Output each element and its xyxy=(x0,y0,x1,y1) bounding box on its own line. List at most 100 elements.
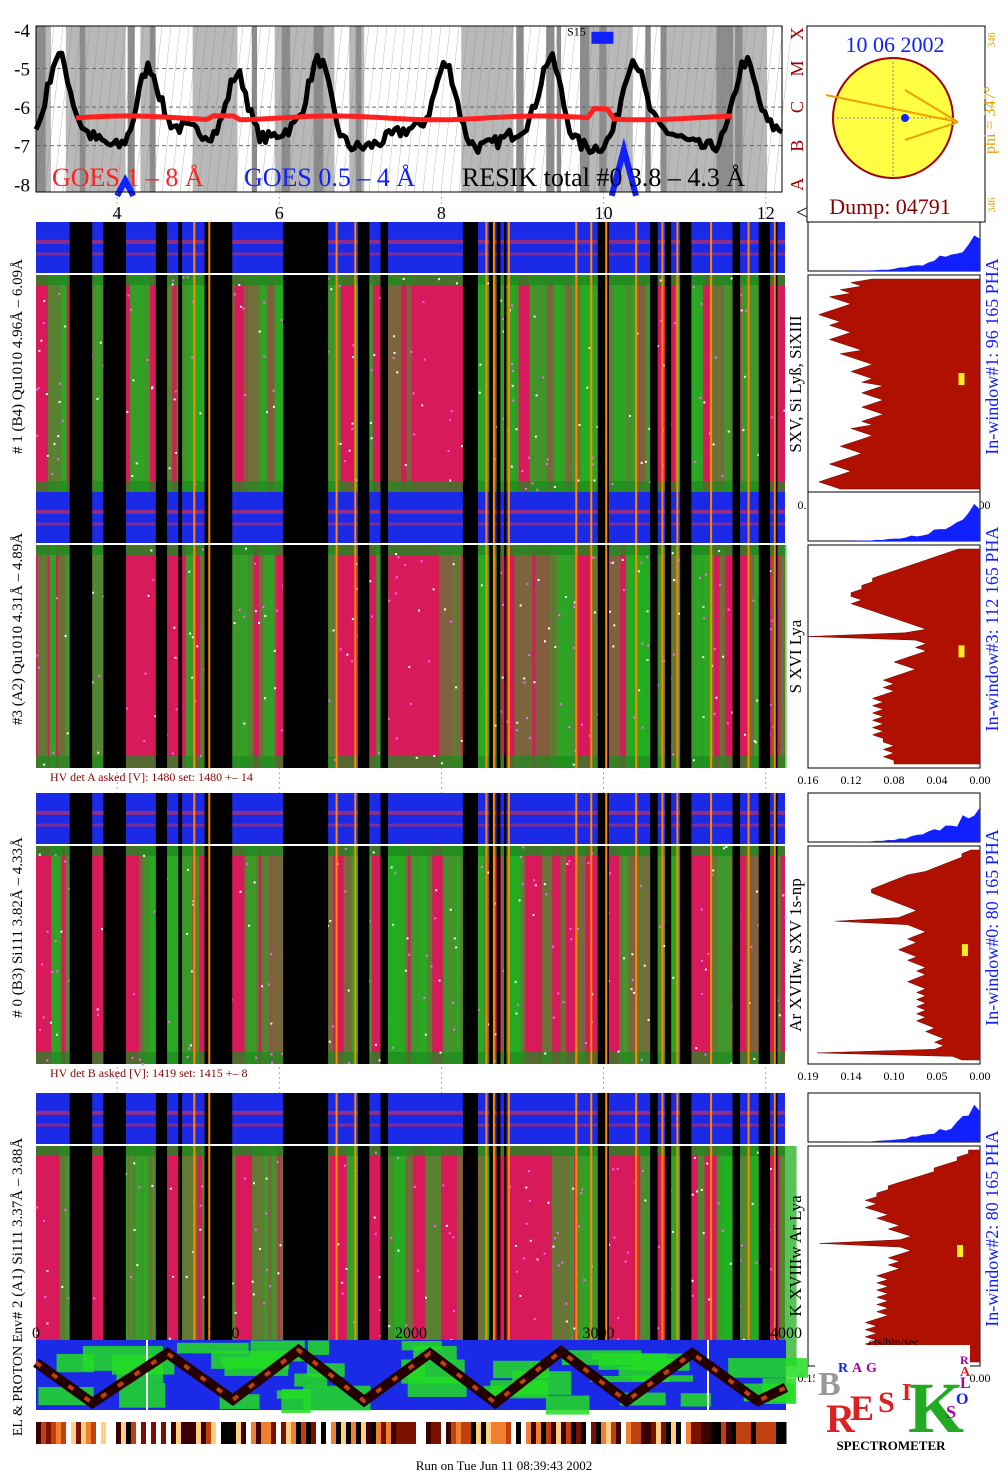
spectrum-speckle xyxy=(341,1292,344,1295)
spectrum-speckle xyxy=(347,1062,350,1065)
env-colour-bar-cell xyxy=(706,1422,712,1444)
spectrum-speckle xyxy=(97,751,100,754)
spectrum-speckle xyxy=(428,660,431,663)
spectrum-speckle xyxy=(712,869,715,872)
spectrum-speckle xyxy=(610,562,613,565)
spectrum-speckle xyxy=(662,660,665,663)
data-gap xyxy=(650,222,658,493)
spectrum-speckle xyxy=(622,589,625,592)
spectrum-green-column xyxy=(635,545,652,768)
spectrum-speckle xyxy=(712,443,715,446)
spectrum-speckle xyxy=(404,564,407,567)
spectrum-speckle xyxy=(584,1042,587,1045)
logo-letter: E xyxy=(850,1388,874,1428)
spectrum-green-column xyxy=(346,1146,362,1366)
spectrum-green-column xyxy=(261,846,270,1064)
data-gap xyxy=(732,1093,741,1366)
spectrum-speckle xyxy=(554,645,557,648)
goes-dark-band xyxy=(660,26,667,192)
spectrum-speckle xyxy=(499,571,502,574)
spectrum-speckle xyxy=(612,1168,615,1171)
spectrum-speckle xyxy=(624,1260,627,1263)
env-colour-bar-cell xyxy=(766,1422,772,1444)
profile-x-tick: 0.10 xyxy=(884,1069,905,1083)
spectrum-speckle xyxy=(544,1052,547,1055)
env-green-patch xyxy=(401,1340,442,1351)
spectrum-speckle xyxy=(554,1237,557,1240)
dump-separator xyxy=(773,793,776,1064)
spectrum-speckle xyxy=(186,1056,189,1059)
goes-class-letter: C xyxy=(787,101,807,113)
spectrum-speckle xyxy=(96,397,99,400)
spectrum-speckle xyxy=(591,456,594,459)
spectrum-speckle xyxy=(192,1250,195,1253)
env-colour-bar-cell xyxy=(481,1422,487,1444)
spectrum-green-column xyxy=(393,1146,413,1366)
sun-panel: 10 06 2002 Dump: 04791 phi = 347° 346 346 xyxy=(806,25,999,223)
pha-strip-band xyxy=(36,1123,785,1127)
goes-dark-band xyxy=(79,26,86,192)
dump-separator xyxy=(747,793,750,1064)
spectrum-speckle xyxy=(393,335,396,338)
env-colour-bar-cell xyxy=(371,1422,377,1444)
spectrum-green-column xyxy=(49,545,57,768)
spectrum-speckle xyxy=(557,992,560,995)
spectrum-speckle xyxy=(391,1046,394,1049)
spectrum-speckle xyxy=(663,945,666,948)
spectrum-speckle xyxy=(658,1245,661,1248)
logo-letter: I xyxy=(902,1380,911,1406)
spectrum-speckle xyxy=(757,453,760,456)
goes-hatch xyxy=(692,25,712,193)
data-gap xyxy=(380,492,389,768)
data-gap xyxy=(496,793,501,1064)
spectrum-green-column xyxy=(529,275,547,493)
spectrum-speckle xyxy=(533,681,536,684)
spectrum-speckle xyxy=(552,1245,555,1248)
spectrum-green-column xyxy=(167,275,173,493)
spectrum-green-column xyxy=(473,1146,495,1366)
spectrum-green-column xyxy=(330,545,337,768)
spectrum-speckle xyxy=(453,937,456,940)
spectrum-speckle xyxy=(370,369,373,372)
spectrum-green-column xyxy=(457,1146,464,1366)
logo-letter: K xyxy=(908,1368,964,1448)
spectrum-speckle xyxy=(133,993,136,996)
spectrum-speckle xyxy=(242,307,245,310)
spectrum-speckle xyxy=(672,653,675,656)
data-gap xyxy=(380,1093,389,1366)
spectrum-speckle xyxy=(770,1268,773,1271)
goes-class-letter: M xyxy=(787,60,807,76)
spectrum-speckle xyxy=(640,884,643,887)
spectrum-speckle xyxy=(433,754,436,757)
spectrum-speckle xyxy=(515,729,518,732)
spectrum-speckle xyxy=(564,595,567,598)
spectrum-speckle xyxy=(740,1244,743,1247)
spectrum-speckle xyxy=(44,1295,47,1298)
dump-separator xyxy=(507,222,510,493)
spectrum-speckle xyxy=(695,1047,698,1050)
spectrum-speckle xyxy=(516,721,519,724)
spectrum-speckle xyxy=(778,1014,781,1017)
spectrum-green-column xyxy=(387,1146,405,1366)
spectrum-speckle xyxy=(452,1236,455,1239)
spectrum-speckle xyxy=(494,724,497,727)
spectrum-speckle xyxy=(233,293,236,296)
env-green-patch xyxy=(276,1390,304,1399)
spectrum-speckle xyxy=(173,398,176,401)
spectrum-speckle xyxy=(131,475,134,478)
dump-separator xyxy=(335,222,338,493)
env-colour-bar-cell xyxy=(441,1422,447,1444)
spectrum-speckle xyxy=(388,1325,391,1328)
goes-hatch xyxy=(746,25,766,193)
spectrum-speckle xyxy=(633,991,636,994)
spectrum-speckle xyxy=(756,699,759,702)
spectrum-speckle xyxy=(281,729,284,732)
spectrum-speckle xyxy=(596,425,599,428)
logo-letter: A xyxy=(852,1361,863,1376)
data-gap xyxy=(380,793,389,1064)
env-colour-bar-cell xyxy=(406,1422,412,1444)
spectrum-speckle xyxy=(423,996,426,999)
pha-strip-band xyxy=(36,810,785,815)
spectrum-speckle xyxy=(267,983,270,986)
goes-hatch xyxy=(773,25,793,193)
